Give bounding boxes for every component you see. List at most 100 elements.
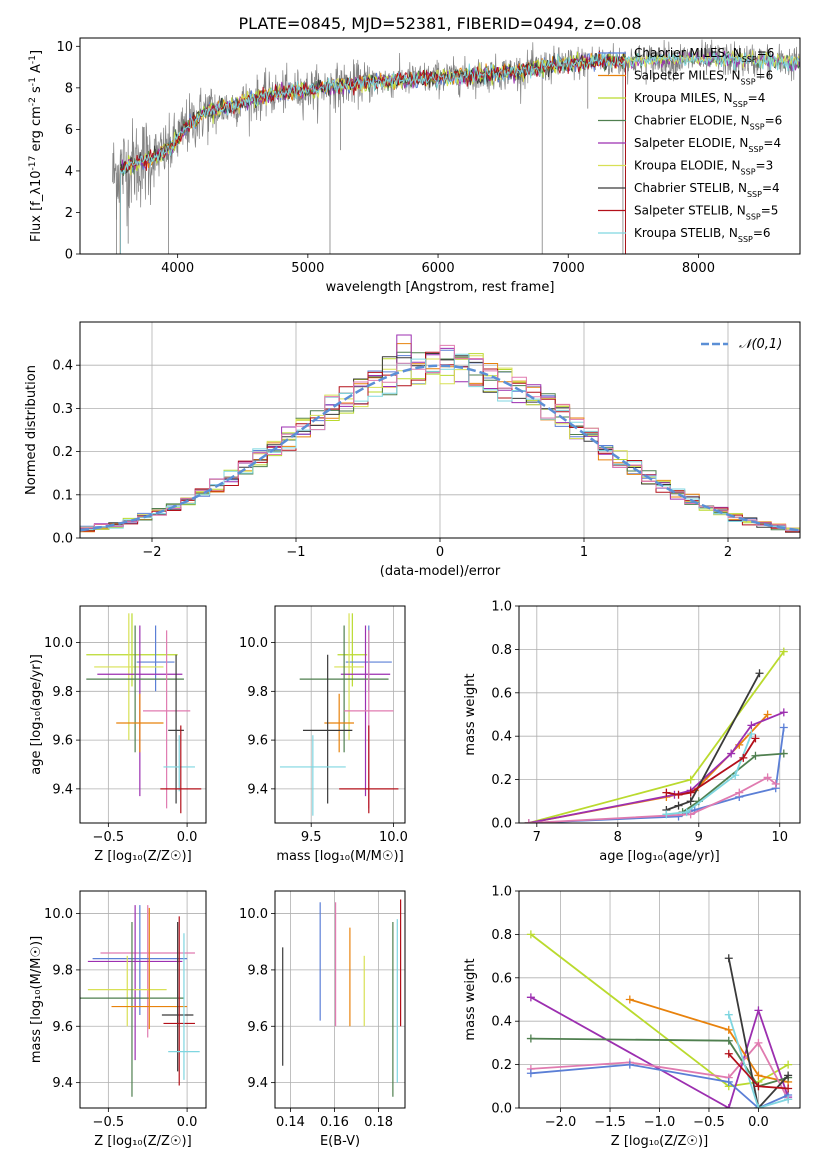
spectrum-plot-area: [112, 39, 800, 254]
hist-xtick-label: 0: [436, 545, 444, 560]
agez-ytick-label: 9.4: [52, 782, 73, 797]
mwage-point-marker: [662, 788, 671, 797]
spectrum-ytick-label: 6: [65, 123, 73, 138]
mass-weight-vs-z-panel: −2.0 −1.5 −1.0 −0.5 0.0 0.0 0.2 0.4 0.6 0.8 1.0 Z […: [463, 885, 801, 1149]
mwage-point-marker: [779, 708, 788, 717]
mwz-series-line: [629, 998, 789, 1083]
mass-vs-z-panel: −0.5 0.0 9.4 9.6 9.8 10.0 Z [log₁₀(Z/Z☉)] mass …: [29, 890, 207, 1149]
mwage-point-marker: [686, 810, 695, 819]
spectrum-ylabel: Flux [f_λ10-17 erg cm-2 s-1 A-1]: [28, 50, 44, 242]
agez-xlabel: Z [log₁₀(Z/Z☉)]: [94, 849, 191, 864]
massebv-ytick-label: 10.0: [239, 907, 268, 922]
mwz-point-marker: [625, 995, 634, 1004]
mwage-series-line: [528, 711, 785, 823]
agez-ytick-label: 9.6: [52, 734, 73, 749]
mwage-point-marker: [662, 810, 671, 819]
agemass-ytick-label: 9.8: [247, 685, 268, 700]
mwage-plot-area: [524, 647, 788, 823]
spectrum-legend-label: Chabrier ELODIE, NSSP=6: [634, 114, 782, 132]
mwage-point-marker: [686, 797, 695, 806]
spectrum-ytick-label: 2: [65, 206, 73, 221]
spectrum-legend-label: Salpeter ELODIE, NSSP=4: [634, 136, 781, 154]
mwage-point-marker: [779, 723, 788, 732]
spectrum-ytick-label: 4: [65, 164, 73, 179]
figure-title: PLATE=0845, MJD=52381, FIBERID=0494, z=0…: [238, 14, 641, 33]
mwage-point-marker: [682, 808, 691, 817]
spectrum-frame: [79, 37, 801, 255]
massz-plot-area: [80, 905, 200, 1097]
mwage-xtick-label: 7: [533, 830, 541, 845]
mwz-point-marker: [784, 1084, 793, 1093]
mwage-point-marker: [674, 790, 683, 799]
mwage-point-marker: [747, 721, 756, 730]
mwz-point-marker: [784, 1060, 793, 1069]
massebv-xlabel: E(B-V): [320, 1134, 360, 1149]
agez-ylabel: age [log₁₀(age/yr)]: [29, 654, 44, 775]
agez-ytick-label: 10.0: [44, 636, 73, 651]
hist-step-pink: [80, 344, 800, 531]
mwage-xtick-label: 10: [771, 830, 788, 845]
hist-ytick-label: 0.0: [52, 532, 73, 547]
hist-ytick-label: 0.2: [52, 445, 73, 460]
massz-ytick-label: 9.8: [52, 963, 73, 978]
mwz-frame: [518, 890, 801, 1109]
spectrum-ytick-label: 10: [56, 40, 73, 55]
mwage-frame: [518, 605, 801, 824]
massz-frame: [79, 890, 207, 1109]
mwz-point-marker: [724, 1104, 733, 1108]
mass-weight-vs-age-panel: 7 8 9 10 0.0 0.2 0.4 0.6 0.8 1.0 age [log₁₀(age/yr…: [463, 600, 801, 864]
hist-xtick-label: −2: [142, 545, 161, 560]
mwage-point-marker: [751, 751, 760, 760]
mwz-series-line: [727, 1014, 789, 1108]
agez-frame: [79, 605, 207, 824]
mwage-series-line: [666, 672, 761, 811]
spectrum-xlabel: wavelength [Angstrom, rest frame]: [326, 280, 555, 295]
age-vs-mass-panel: 9.5 10.0 9.4 9.6 9.8 10.0 mass [log₁₀(M/M☉)]: [239, 605, 408, 864]
massz-ytick-label: 9.6: [52, 1020, 73, 1035]
spectrum-legend-label: Kroupa ELODIE, NSSP=3: [634, 159, 773, 177]
agemass-ytick-label: 9.4: [247, 782, 268, 797]
mwz-plot-area: [526, 930, 793, 1108]
hist-legend-label: 𝒩(0,1): [739, 337, 782, 352]
mwz-point-marker: [724, 1049, 733, 1058]
agemass-xtick-label: 9.5: [301, 830, 322, 845]
mwz-xtick-label: −2.0: [545, 1115, 577, 1130]
spectrum-xtick-label: 4000: [161, 261, 194, 276]
massz-xtick-label: −0.5: [93, 1115, 125, 1130]
mwage-point-marker: [771, 779, 780, 788]
mwage-xtick-label: 8: [614, 830, 622, 845]
mwz-ytick-label: 0.2: [491, 1058, 512, 1073]
hist-ylabel: Normed distribution: [24, 365, 39, 495]
spectrum-model-line-8: [120, 51, 800, 175]
mwage-ytick-label: 0.4: [491, 730, 512, 745]
mwage-point-marker: [755, 669, 764, 678]
spectrum-xtick-label: 8000: [682, 261, 715, 276]
spectrum-xtick-label: 6000: [422, 261, 455, 276]
mwage-point-marker: [779, 749, 788, 758]
age-vs-z-panel: −0.5 0.0 9.4 9.6 9.8 10.0 Z [log₁₀(Z/Z☉)] age […: [29, 605, 207, 864]
mwage-point-marker: [763, 773, 772, 782]
mwz-xtick-label: −0.5: [693, 1115, 725, 1130]
massebv-ytick-label: 9.4: [247, 1076, 268, 1091]
mwage-ytick-label: 1.0: [491, 600, 512, 615]
mwage-point-marker: [763, 710, 772, 719]
massz-ytick-label: 10.0: [44, 907, 73, 922]
agez-plot-area: [86, 613, 202, 814]
mwz-xlabel: Z [log₁₀(Z/Z☉)]: [611, 1134, 708, 1149]
hist-xlabel: (data-model)/error: [380, 564, 501, 579]
massebv-plot-area: [282, 899, 402, 1097]
mwz-point-marker: [724, 1025, 733, 1034]
hist-plot-area: [80, 334, 800, 533]
hist-xtick-label: −1: [286, 545, 305, 560]
massebv-frame: [274, 890, 406, 1109]
mwz-series-line: [530, 933, 789, 1088]
mwage-point-marker: [747, 730, 756, 739]
mwz-point-marker: [754, 1006, 763, 1015]
agemass-ytick-label: 10.0: [239, 636, 268, 651]
spectrum-legend-label: Kroupa MILES, NSSP=4: [634, 91, 765, 109]
mwage-point-marker: [686, 788, 695, 797]
mwage-ytick-label: 0.2: [491, 773, 512, 788]
massz-xlabel: Z [log₁₀(Z/Z☉)]: [94, 1134, 191, 1149]
hist-ytick-label: 0.4: [52, 359, 73, 374]
